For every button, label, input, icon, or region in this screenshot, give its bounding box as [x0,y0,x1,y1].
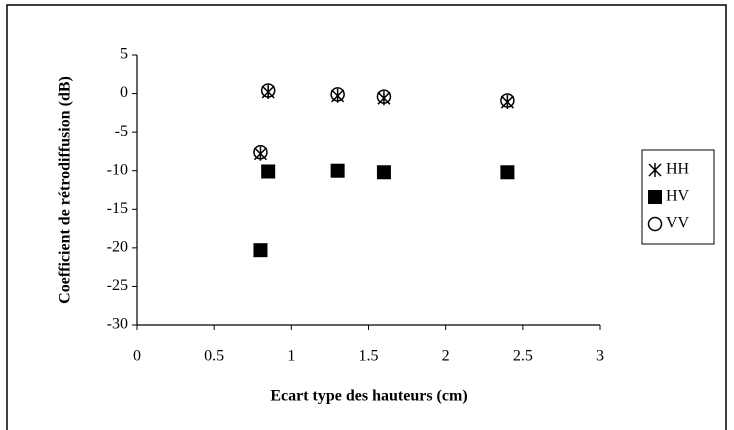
legend-marker [647,216,663,232]
x-tick-label: 2 [442,348,450,365]
point [330,87,345,102]
chart-frame [6,4,727,430]
y-tick-label: 5 [120,46,128,63]
y-tick-label: -5 [115,123,128,140]
x-tick-label: 2.5 [513,348,533,365]
point [253,144,268,160]
y-tick-label: -30 [107,316,128,333]
legend-marker [648,190,662,204]
y-tick-label: 0 [120,84,128,101]
x-tick-label: 1 [287,348,295,365]
x-axis-label: Ecart type des hauteurs (cm) [270,388,467,405]
point [330,163,345,178]
point [253,243,268,258]
x-tick-label: 0.5 [204,348,224,365]
legend-marker [648,163,662,177]
y-tick-label: -20 [107,239,128,256]
y-tick-label: -10 [107,161,128,178]
x-tick-label: 1.5 [359,348,379,365]
legend-label: HV [666,188,690,205]
y-axis-label: Coefficient de rétrodiffusion (dB) [57,76,74,304]
x-tick-label: 3 [596,348,604,365]
y-tick-label: -15 [107,200,128,217]
point [376,165,391,180]
y-tick-label: -25 [107,277,128,294]
legend-label: HH [666,161,690,178]
legend-label: VV [666,215,690,232]
point [500,165,515,180]
point [261,164,276,179]
point [376,89,392,104]
point [500,93,515,108]
point [260,83,276,98]
x-tick-label: 0 [133,348,141,365]
